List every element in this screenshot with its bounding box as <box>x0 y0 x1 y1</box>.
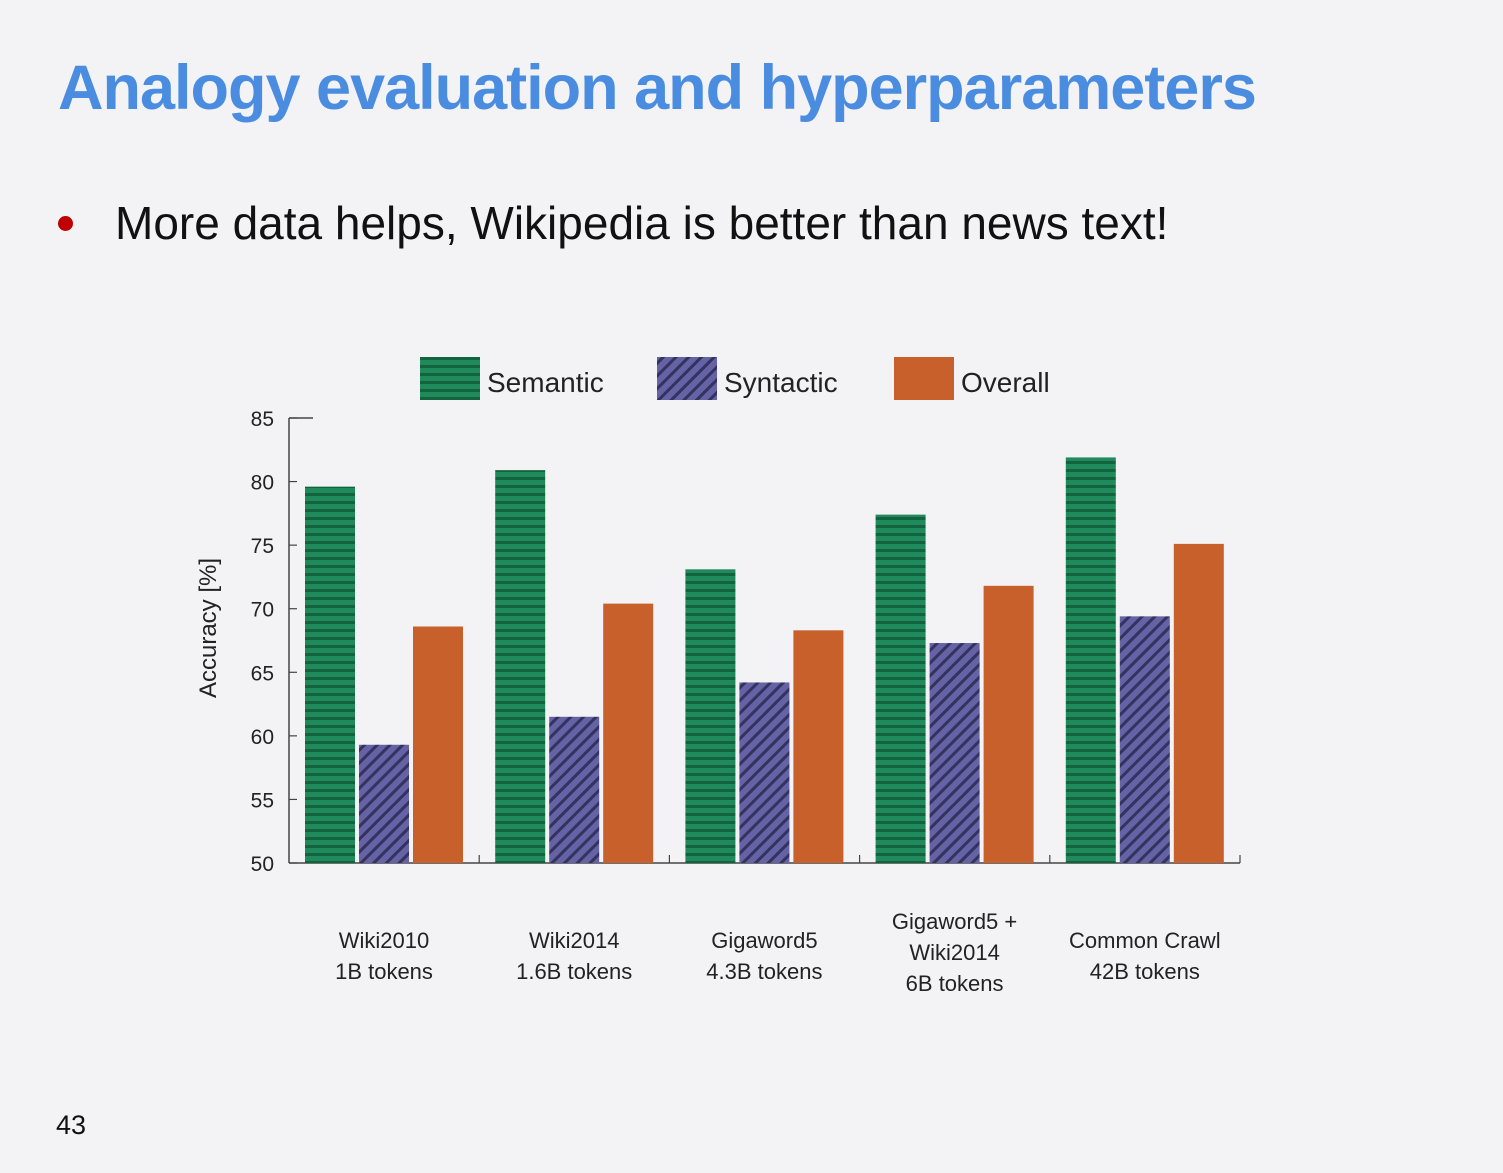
y-tick-label: 70 <box>251 599 274 622</box>
bar-syntactic <box>1119 616 1170 863</box>
bar-overall <box>983 585 1034 863</box>
y-tick-label: 55 <box>251 789 274 812</box>
bar-overall <box>413 626 463 863</box>
legend-swatch-semantic <box>420 357 480 400</box>
bar-syntactic <box>359 744 409 863</box>
bar-semantic <box>875 514 926 863</box>
bar-syntactic <box>739 682 790 863</box>
bar-overall <box>793 630 844 863</box>
bar-syntactic <box>549 716 600 863</box>
legend-label-overall: Overall <box>961 367 1050 398</box>
bullet-dot-icon <box>58 215 73 231</box>
bar-syntactic <box>929 643 980 863</box>
x-tick-label: 4.3B tokens <box>706 959 822 984</box>
x-tick-label: Wiki2014 <box>909 940 999 965</box>
bar-semantic <box>1065 457 1116 863</box>
bar-semantic <box>685 569 736 863</box>
bar-overall <box>603 603 654 863</box>
bar-semantic <box>305 486 355 863</box>
bullet-text: More data helps, Wikipedia is better tha… <box>115 197 1169 249</box>
x-tick-label: 1.6B tokens <box>516 959 632 984</box>
x-tick-label: Wiki2010 <box>339 928 429 953</box>
x-tick-label: Common Crawl <box>1069 928 1221 953</box>
legend-swatch-overall <box>894 357 954 400</box>
page-number: 43 <box>56 1110 87 1140</box>
bar-overall <box>1173 543 1224 863</box>
x-tick-label: Gigaword5 + <box>892 909 1017 934</box>
slide-title: Analogy evaluation and hyperparameters <box>58 53 1257 123</box>
y-tick-label: 75 <box>251 535 274 558</box>
x-tick-label: 42B tokens <box>1090 959 1200 984</box>
bullet-point: More data helps, Wikipedia is better tha… <box>58 196 1168 250</box>
x-tick-label: 6B tokens <box>906 971 1004 996</box>
y-tick-label: 60 <box>251 726 274 749</box>
legend-label-semantic: Semantic <box>487 367 604 398</box>
x-tick-label: Gigaword5 <box>711 928 817 953</box>
y-tick-label: 50 <box>251 853 274 876</box>
x-tick-label: 1B tokens <box>335 959 433 984</box>
y-tick-label: 65 <box>251 662 274 685</box>
legend-swatch-syntactic <box>657 357 717 400</box>
bar-semantic <box>495 470 546 863</box>
legend-label-syntactic: Syntactic <box>724 367 838 398</box>
x-tick-label: Wiki2014 <box>529 928 619 953</box>
y-axis-label: Accuracy [%] <box>195 558 222 698</box>
y-tick-label: 85 <box>251 408 274 431</box>
y-tick-label: 80 <box>251 472 274 495</box>
